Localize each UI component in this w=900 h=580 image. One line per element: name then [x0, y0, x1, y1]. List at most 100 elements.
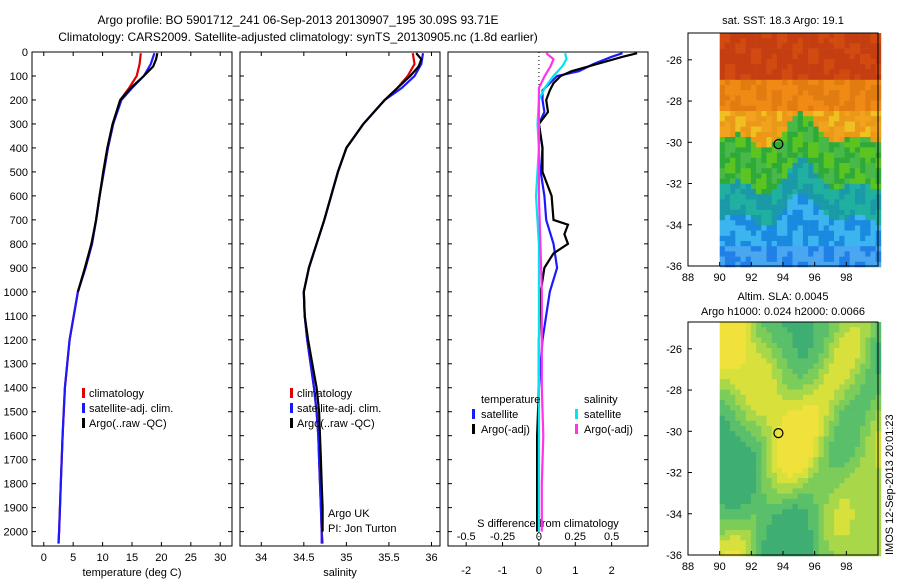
- map-cell: [735, 48, 741, 55]
- map-cell: [724, 261, 731, 268]
- legend-swatch: [575, 409, 578, 419]
- map-cell: [724, 327, 731, 333]
- map-cell: [844, 389, 850, 396]
- map-cell: [766, 358, 772, 364]
- map-cell: [735, 204, 741, 211]
- map-cell: [865, 204, 871, 211]
- map-cell: [808, 332, 814, 338]
- map-cell: [808, 322, 814, 328]
- map-cell: [844, 493, 850, 500]
- map-cell: [844, 337, 850, 344]
- x-tick-label: -2: [461, 565, 471, 577]
- map-cell: [724, 504, 731, 510]
- map-cell: [839, 33, 845, 39]
- map-cell: [854, 235, 861, 242]
- map-cell: [797, 358, 804, 364]
- map-cell: [750, 405, 757, 411]
- map-cell: [870, 337, 876, 344]
- map-cell: [750, 53, 757, 60]
- map-cell: [808, 64, 814, 70]
- map-cell: [813, 95, 819, 101]
- map-cell: [730, 504, 736, 510]
- y-tick-label: 1200: [4, 335, 28, 347]
- legend-label: Argo(..raw -QC): [297, 418, 375, 430]
- map-cell: [761, 498, 767, 505]
- map-cell: [750, 183, 757, 190]
- map-cell: [776, 230, 783, 237]
- map-cell: [797, 415, 804, 422]
- map-cell: [854, 189, 861, 195]
- map-cell: [756, 204, 762, 211]
- map-cell: [813, 353, 819, 359]
- map-cell: [776, 483, 783, 489]
- map-cell: [719, 431, 726, 437]
- map-cell: [766, 363, 772, 370]
- legend-label: satellite: [584, 409, 621, 421]
- map-cell: [792, 415, 798, 422]
- map-cell: [823, 59, 830, 65]
- map-cell: [745, 452, 752, 458]
- map-cell: [782, 457, 788, 463]
- map-cell: [797, 535, 804, 541]
- map-cell: [813, 100, 819, 107]
- map-cell: [808, 225, 814, 231]
- map-cell: [797, 462, 804, 468]
- map-cell: [782, 69, 788, 75]
- map-cell: [839, 374, 845, 380]
- map-cell: [818, 322, 824, 328]
- map-cell: [776, 173, 783, 179]
- map-cell: [870, 235, 876, 242]
- map-cell: [761, 379, 767, 385]
- map-cell: [782, 178, 788, 185]
- map-cell: [865, 504, 871, 510]
- map-cell: [849, 431, 856, 437]
- map-cell: [776, 504, 783, 510]
- map-cell: [766, 121, 772, 127]
- map-cell: [761, 204, 767, 211]
- map-cell: [719, 415, 726, 422]
- map-cell: [860, 400, 866, 406]
- map-cell: [834, 69, 840, 75]
- map-cell: [792, 38, 798, 44]
- map-cell: [870, 493, 876, 500]
- map-cell: [834, 441, 840, 448]
- map-cell: [750, 64, 757, 70]
- map-cell: [792, 105, 798, 112]
- map-cell: [750, 33, 757, 39]
- map-cell: [828, 69, 835, 75]
- map-cell: [813, 436, 819, 442]
- map-cell: [844, 241, 850, 247]
- map-cell: [756, 441, 762, 448]
- map-cell: [802, 183, 809, 190]
- map-cell: [730, 493, 736, 500]
- map-cell: [870, 509, 876, 515]
- map-cell: [735, 467, 741, 474]
- map-cell: [724, 53, 731, 60]
- map-cell: [730, 116, 736, 122]
- map-cell: [854, 199, 861, 205]
- map-cell: [782, 415, 788, 422]
- map-cell: [834, 100, 840, 107]
- map-cell: [756, 535, 762, 541]
- map-cell: [792, 467, 798, 474]
- map-cell: [844, 368, 850, 375]
- map-cell: [792, 519, 798, 526]
- map-cell: [865, 457, 871, 463]
- map-cell: [787, 431, 793, 437]
- map-cell: [839, 436, 845, 442]
- map-cell: [834, 431, 840, 437]
- map-cell: [776, 199, 783, 205]
- map-cell: [719, 472, 726, 479]
- map-cell: [844, 452, 850, 458]
- map-cell: [849, 209, 856, 216]
- map-cell: [839, 394, 845, 401]
- map-cell: [719, 173, 726, 179]
- map-cell: [834, 105, 840, 112]
- x-tick-label: 92: [745, 272, 757, 284]
- map-cell: [870, 121, 876, 127]
- map-cell: [802, 105, 809, 112]
- map-cell: [750, 131, 757, 138]
- map-cell: [792, 90, 798, 96]
- map-cell: [844, 342, 850, 349]
- map-cell: [792, 48, 798, 55]
